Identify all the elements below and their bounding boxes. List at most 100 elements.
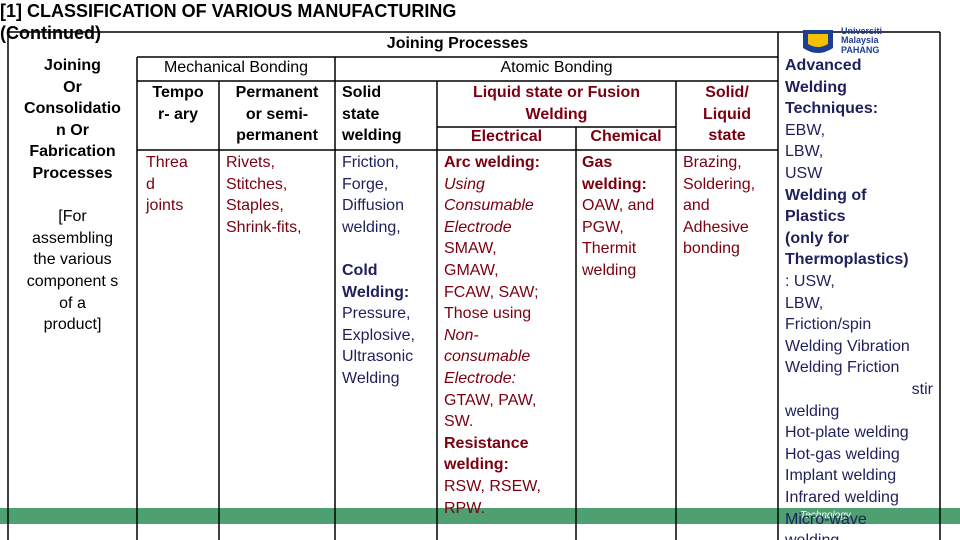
cell-text: Soldering, — [683, 175, 756, 193]
cell-text: GTAW, PAW, — [444, 391, 537, 409]
logo-text: PAHANG — [841, 45, 880, 55]
cell-text: Solid/ — [705, 84, 749, 101]
cell-text: product] — [43, 316, 102, 334]
cell-text: Or — [63, 78, 82, 96]
cell-text: state — [342, 105, 380, 123]
cell-text: welding — [582, 262, 637, 279]
cell-text: Advanced — [785, 57, 862, 74]
cell-text: n Or — [56, 121, 89, 139]
cell-text: or semi- — [245, 105, 309, 123]
cell-text: Consolidatio — [24, 100, 121, 118]
cell-text: welding — [342, 127, 402, 145]
cell-text: Friction, — [342, 154, 399, 171]
cell-text: Permanent — [235, 84, 319, 101]
cell-text: Forge, — [342, 175, 389, 193]
cell-text: Adhesive — [683, 218, 749, 236]
cell-text: Non- — [444, 326, 479, 344]
cell-text: Electrical — [470, 128, 543, 145]
cell-text: [For — [58, 208, 87, 226]
cell-text: USW — [785, 165, 823, 182]
cell-text: Welding — [785, 78, 847, 96]
cell-text: Thermit — [582, 240, 637, 258]
cell-text: welding, — [342, 218, 401, 236]
logo-text: Universiti — [841, 26, 883, 36]
cell-text: Infrared welding — [785, 489, 899, 506]
cell-text: LBW, — [785, 294, 824, 312]
cell-text: Processes — [32, 165, 113, 182]
logo-mark — [803, 30, 833, 53]
cell-text: Gas — [582, 154, 613, 171]
cell-text: Friction/spin — [785, 316, 872, 334]
header: Joining Processes — [386, 35, 529, 52]
cell-text: Implant welding — [785, 467, 897, 485]
cell-text: Thermoplastics) — [785, 251, 909, 269]
title: (Continued) — [0, 23, 101, 43]
cell-text: Plastics — [785, 208, 846, 226]
cell-text: Welding — [342, 370, 400, 387]
cell-text: Hot-plate welding — [785, 424, 909, 442]
cell-text: assembling — [32, 229, 113, 247]
title: [1] CLASSIFICATION OF VARIOUS MANUFACTUR… — [0, 1, 457, 21]
cell-text: Micro-wave — [785, 510, 867, 528]
cell-text: Liquid — [703, 105, 751, 123]
logo-text: Malaysia — [841, 35, 879, 45]
cell-text: Arc welding: — [444, 154, 541, 171]
cell-text: welding: — [582, 175, 647, 193]
cell-text: Shrink-fits, — [226, 218, 302, 236]
header: Mechanical Bonding — [163, 59, 309, 76]
cell-text: Cold — [342, 262, 378, 279]
cell-text: OAW, and — [582, 197, 655, 215]
cell-text: welding: — [444, 456, 509, 474]
cell-text: Those using — [444, 305, 532, 323]
cell-text: Welding Friction — [785, 359, 900, 377]
cell-text: RPW. — [444, 499, 485, 517]
cell-text: Ultrasonic — [342, 348, 414, 366]
cell-text: Welding — [525, 105, 588, 123]
cell-text: r- ary — [157, 105, 199, 123]
cell-text: RSW, RSEW, — [444, 478, 541, 495]
cell-text: Chemical — [590, 128, 662, 145]
cell-text: welding — [785, 402, 840, 420]
cell-text: EBW, — [785, 121, 826, 139]
cell-text: Solid — [342, 84, 382, 101]
cell-text: Welding: — [342, 283, 410, 301]
cell-text: LBW, — [785, 143, 824, 161]
cell-text: Stitches, — [226, 175, 288, 193]
cell-text: Pressure, — [342, 305, 411, 323]
cell-text: Explosive, — [342, 326, 415, 344]
cell-text: Using — [444, 175, 485, 193]
cell-text: stir — [911, 381, 933, 398]
cell-text: and — [683, 197, 710, 215]
footer-text: Technology — [800, 510, 851, 521]
cell-text: : USW, — [785, 273, 835, 290]
footer-band — [0, 508, 960, 524]
cell-text: Diffusion — [342, 197, 404, 215]
cell-text: consumable — [444, 348, 531, 366]
header: Atomic Bonding — [500, 59, 613, 76]
cell-text: Electrode: — [444, 370, 517, 387]
cell-text: FCAW, SAW; — [444, 283, 539, 301]
cell-text: Staples, — [226, 197, 284, 215]
cell-text: Tempo — [152, 84, 204, 101]
cell-text: Liquid state or Fusion — [472, 84, 641, 101]
cell-text: SMAW, — [444, 240, 497, 258]
cell-text: PGW, — [582, 218, 624, 236]
cell-text: component s — [26, 273, 119, 290]
cell-text: Resistance — [444, 434, 529, 452]
cell-text: Brazing, — [683, 154, 742, 171]
cell-text: Welding Vibration — [785, 337, 910, 355]
cell-text: Rivets, — [226, 154, 275, 171]
cell-text: Electrode — [444, 218, 512, 236]
cell-text: Techniques: — [785, 100, 879, 118]
cell-text: Threa — [146, 154, 188, 171]
cell-text: Welding of — [785, 186, 867, 204]
cell-text: permanent — [236, 127, 318, 145]
cell-text: Fabrication — [29, 143, 116, 161]
cell-text: Hot-gas welding — [785, 445, 900, 463]
cell-text: Consumable — [444, 197, 534, 215]
cell-text: of a — [59, 294, 86, 312]
cell-text: (only for — [785, 229, 849, 247]
cell-text: SW. — [444, 413, 474, 431]
